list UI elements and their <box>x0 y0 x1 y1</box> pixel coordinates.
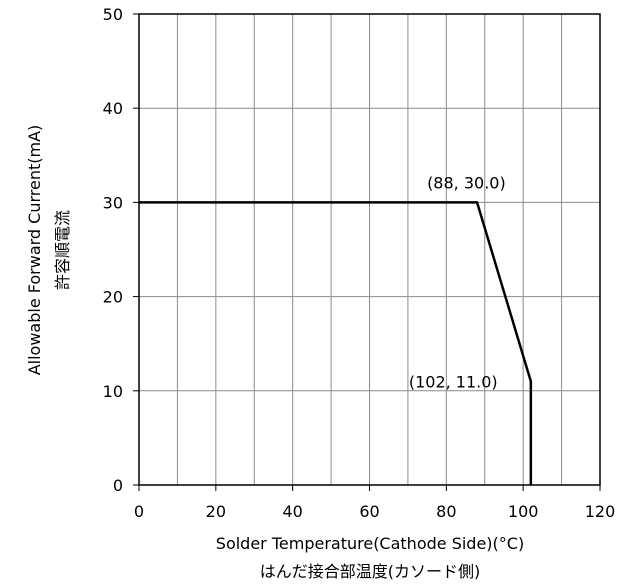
x-tick-label: 120 <box>585 502 616 521</box>
y-tick-label: 0 <box>113 476 123 495</box>
derating-curve <box>139 202 531 485</box>
y-axis-label-jp: 許容順電流 <box>53 210 72 290</box>
annotations-group: (88, 30.0) (102, 11.0) <box>409 173 506 391</box>
y-tick-label: 30 <box>103 193 123 212</box>
y-tick-label: 50 <box>103 5 123 24</box>
y-axis-label: Allowable Forward Current(mA) <box>25 125 44 376</box>
x-axis-ticks: 0 20 40 60 80 100 120 <box>134 485 615 521</box>
y-tick-label: 20 <box>103 288 123 307</box>
x-tick-label: 20 <box>206 502 226 521</box>
point-annotation: (102, 11.0) <box>409 372 498 391</box>
x-tick-label: 80 <box>436 502 456 521</box>
x-tick-label: 0 <box>134 502 144 521</box>
x-tick-label: 40 <box>282 502 302 521</box>
y-tick-label: 10 <box>103 382 123 401</box>
x-axis-label: Solder Temperature(Cathode Side)(°C) <box>216 534 524 553</box>
point-annotation: (88, 30.0) <box>427 173 506 192</box>
y-axis-ticks: 0 10 20 30 40 50 <box>103 5 139 495</box>
series-group <box>139 202 531 485</box>
x-tick-label: 60 <box>359 502 379 521</box>
x-axis-label-jp: はんだ接合部温度(カソード側) <box>260 562 481 581</box>
x-tick-label: 100 <box>508 502 539 521</box>
y-tick-label: 40 <box>103 99 123 118</box>
